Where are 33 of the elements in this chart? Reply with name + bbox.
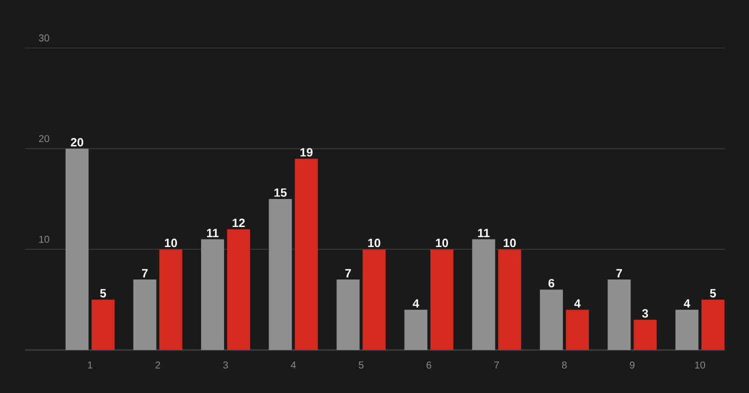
x-tick-label: 4 bbox=[290, 362, 296, 368]
y-tick-label: 30 bbox=[38, 34, 50, 42]
y-tick-label: 10 bbox=[39, 236, 50, 243]
y-tick-label: 20 bbox=[39, 135, 50, 142]
x-tick-label: 1 bbox=[88, 362, 92, 368]
data-label: 20 bbox=[70, 138, 84, 146]
data-label: 15 bbox=[274, 188, 287, 197]
data-label: 7 bbox=[142, 269, 148, 278]
data-label: 10 bbox=[368, 238, 380, 248]
data-label: 7 bbox=[345, 269, 351, 278]
data-label: 10 bbox=[504, 238, 516, 248]
data-label: 12 bbox=[232, 218, 245, 227]
data-label: 11 bbox=[478, 228, 490, 238]
data-label: 7 bbox=[616, 269, 622, 278]
x-tick-label: 7 bbox=[494, 362, 499, 368]
data-label: 5 bbox=[100, 289, 106, 298]
data-label: 5 bbox=[710, 289, 716, 298]
x-tick-label: 2 bbox=[156, 362, 160, 368]
x-tick-label: 6 bbox=[426, 362, 432, 369]
x-tick-label: 9 bbox=[630, 362, 634, 369]
x-tick-label: 3 bbox=[223, 362, 228, 369]
x-tick-label: 8 bbox=[562, 362, 567, 369]
data-label: 4 bbox=[574, 299, 581, 308]
x-tick-label: 10 bbox=[695, 362, 706, 369]
data-label: 6 bbox=[548, 278, 554, 288]
data-label: 11 bbox=[207, 228, 219, 238]
data-label: 19 bbox=[300, 148, 313, 157]
data-label: 10 bbox=[436, 238, 448, 248]
data-label: 10 bbox=[164, 238, 177, 248]
data-label: 4 bbox=[412, 299, 420, 308]
data-label: 4 bbox=[684, 299, 690, 308]
data-label: 3 bbox=[642, 309, 648, 318]
x-tick-label: 5 bbox=[358, 362, 364, 368]
